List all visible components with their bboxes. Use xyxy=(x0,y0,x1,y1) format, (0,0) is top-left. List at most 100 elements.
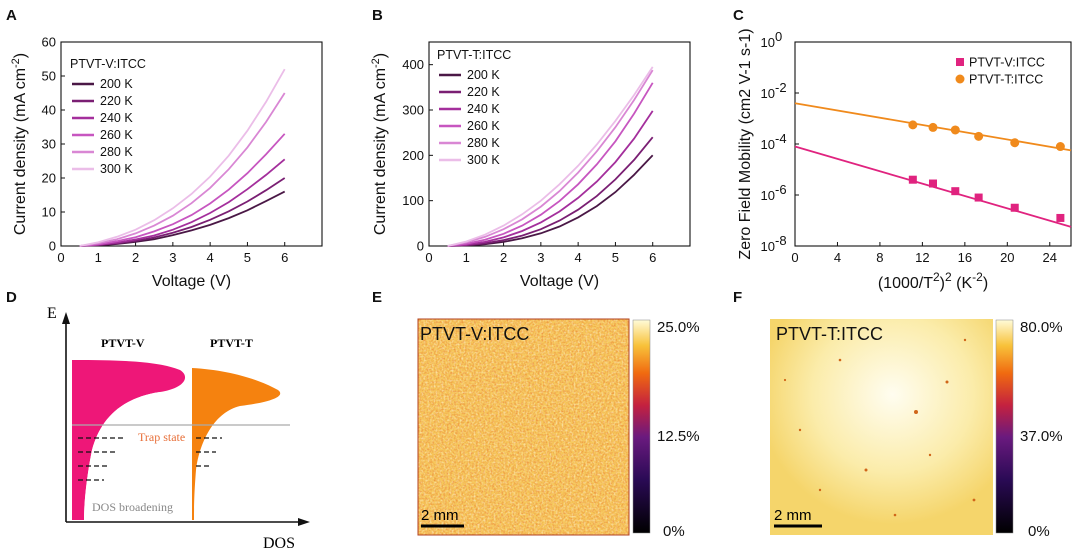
data-point-circle xyxy=(974,131,984,141)
x-tick-label: 0 xyxy=(425,250,432,265)
panel-label-c: C xyxy=(733,7,744,24)
chart-b: 0 1 2 3 4 5 6 0 100 200 300 400 Voltage (V) Current d… xyxy=(370,41,691,290)
x-tick-label: 1 xyxy=(463,250,470,265)
legend-marker xyxy=(956,58,964,66)
y-tick-label: 10 xyxy=(761,239,775,254)
map-e-border xyxy=(417,318,630,536)
series-line-280K xyxy=(79,92,286,247)
legend-label: PTVT-T:ITCC xyxy=(969,73,1043,87)
series-line-260K xyxy=(79,133,286,247)
label-ptvt-t: PTVT-T xyxy=(210,336,253,350)
panel-label-b: B xyxy=(372,7,383,24)
trap-dashes xyxy=(78,437,222,481)
panel-label-a: A xyxy=(6,7,17,24)
y-axis-label: Current density (mA cm-2) xyxy=(370,53,389,235)
y-tick-exponent: -8 xyxy=(775,233,787,248)
map-e-scale-label: 2 mm xyxy=(421,507,459,524)
dos-broadening-label: DOS broadening xyxy=(92,500,173,514)
e-axis-label: E xyxy=(47,305,57,322)
series-line-220K xyxy=(447,136,654,247)
dos-axis-label: DOS xyxy=(263,535,295,552)
colorbar-f-max: 80.0% xyxy=(1020,319,1063,336)
y-tick-label: 30 xyxy=(42,137,56,152)
y-tick-exponent: -2 xyxy=(775,80,787,95)
data-point-circle xyxy=(928,122,938,132)
legend-title: PTVT-V:ITCC xyxy=(70,57,146,71)
legend-label: 300 K xyxy=(467,153,500,167)
series-line-300K xyxy=(79,68,286,247)
panel-label-f: F xyxy=(733,289,742,306)
x-tick-label: 4 xyxy=(575,250,582,265)
x-tick-label: 2 xyxy=(132,250,139,265)
legend-label: 220 K xyxy=(100,94,133,108)
y-tick-exponent: 0 xyxy=(775,29,782,44)
colorbar-e-min: 0% xyxy=(663,523,685,540)
legend-label: 200 K xyxy=(100,77,133,91)
y-tick-label: 300 xyxy=(402,103,424,118)
map-e-highlights xyxy=(418,319,629,535)
y-tick-label: 10 xyxy=(42,205,56,220)
data-point-circle xyxy=(1055,142,1065,152)
legend-label: 240 K xyxy=(467,102,500,116)
series-line-200K xyxy=(447,154,654,247)
x-tick-label: 4 xyxy=(834,250,841,265)
series-line-300K xyxy=(447,66,654,247)
x-axis-label: Voltage (V) xyxy=(152,273,231,290)
y-tick-label: 50 xyxy=(42,69,56,84)
panel-f-map: PTVT-T:ITCC 2 mm 80.0% 37.0% 0% xyxy=(770,319,1063,540)
x-tick-label: 24 xyxy=(1043,250,1057,265)
data-point-circle xyxy=(908,120,918,130)
x-axis-label: (1000/T2)2 (K-2) xyxy=(878,270,988,292)
colorbar-e xyxy=(632,319,651,534)
series-line-260K xyxy=(447,82,654,247)
panel-d-schematic: E DOS PTVT-V PTVT-T Trap state DOS broad… xyxy=(47,305,310,552)
x-tick-label: 20 xyxy=(1000,250,1014,265)
map-f-base xyxy=(770,319,993,535)
legend-label: 240 K xyxy=(100,111,133,125)
data-point-square xyxy=(1056,213,1065,222)
y-tick-label: 400 xyxy=(402,57,424,72)
legend-title: PTVT-T:ITCC xyxy=(437,48,511,62)
x-tick-label: 1 xyxy=(95,250,102,265)
dos-axis-arrow xyxy=(298,518,310,526)
y-tick-label: 200 xyxy=(402,148,424,163)
data-point-square xyxy=(974,193,983,202)
map-f-scale-label: 2 mm xyxy=(774,507,812,524)
data-point-square xyxy=(1010,203,1019,212)
x-tick-label: 12 xyxy=(915,250,929,265)
colorbar-e-mid: 12.5% xyxy=(657,428,700,445)
map-f-title: PTVT-T:ITCC xyxy=(776,324,883,344)
y-tick-exponent: -6 xyxy=(775,182,787,197)
dos-curve-ptvt-v xyxy=(72,360,186,520)
y-tick-label: 10 xyxy=(761,188,775,203)
legend-label: 260 K xyxy=(100,128,133,142)
data-point-square xyxy=(908,175,917,184)
y-tick-label: 10 xyxy=(761,137,775,152)
dos-curve-ptvt-t xyxy=(192,368,281,520)
panel-label-e: E xyxy=(372,289,382,306)
x-tick-label: 0 xyxy=(57,250,64,265)
label-ptvt-v: PTVT-V xyxy=(101,336,145,350)
data-point-circle xyxy=(950,125,960,135)
panel-label-d: D xyxy=(6,289,17,306)
y-tick-label: 10 xyxy=(761,35,775,50)
x-axis-label: Voltage (V) xyxy=(520,273,599,290)
x-tick-label: 6 xyxy=(281,250,288,265)
legend-label: 280 K xyxy=(100,145,133,159)
y-tick-exponent: -4 xyxy=(775,131,787,146)
data-point-square xyxy=(951,187,960,196)
y-axis-label: Current density (mA cm-2) xyxy=(10,53,29,235)
panel-e-map: PTVT-V:ITCC 2 mm 25.0% 12.5% 0% xyxy=(417,318,700,540)
y-tick-label: 60 xyxy=(42,35,56,50)
data-point-circle xyxy=(1010,138,1020,148)
map-f-specks xyxy=(783,338,976,517)
dos-gap xyxy=(84,392,192,520)
colorbar-f-min: 0% xyxy=(1028,523,1050,540)
legend-label: 280 K xyxy=(467,136,500,150)
legend-label: 260 K xyxy=(467,119,500,133)
x-tick-label: 4 xyxy=(207,250,214,265)
series-line-240K xyxy=(447,110,654,247)
y-tick-label: 20 xyxy=(42,171,56,186)
